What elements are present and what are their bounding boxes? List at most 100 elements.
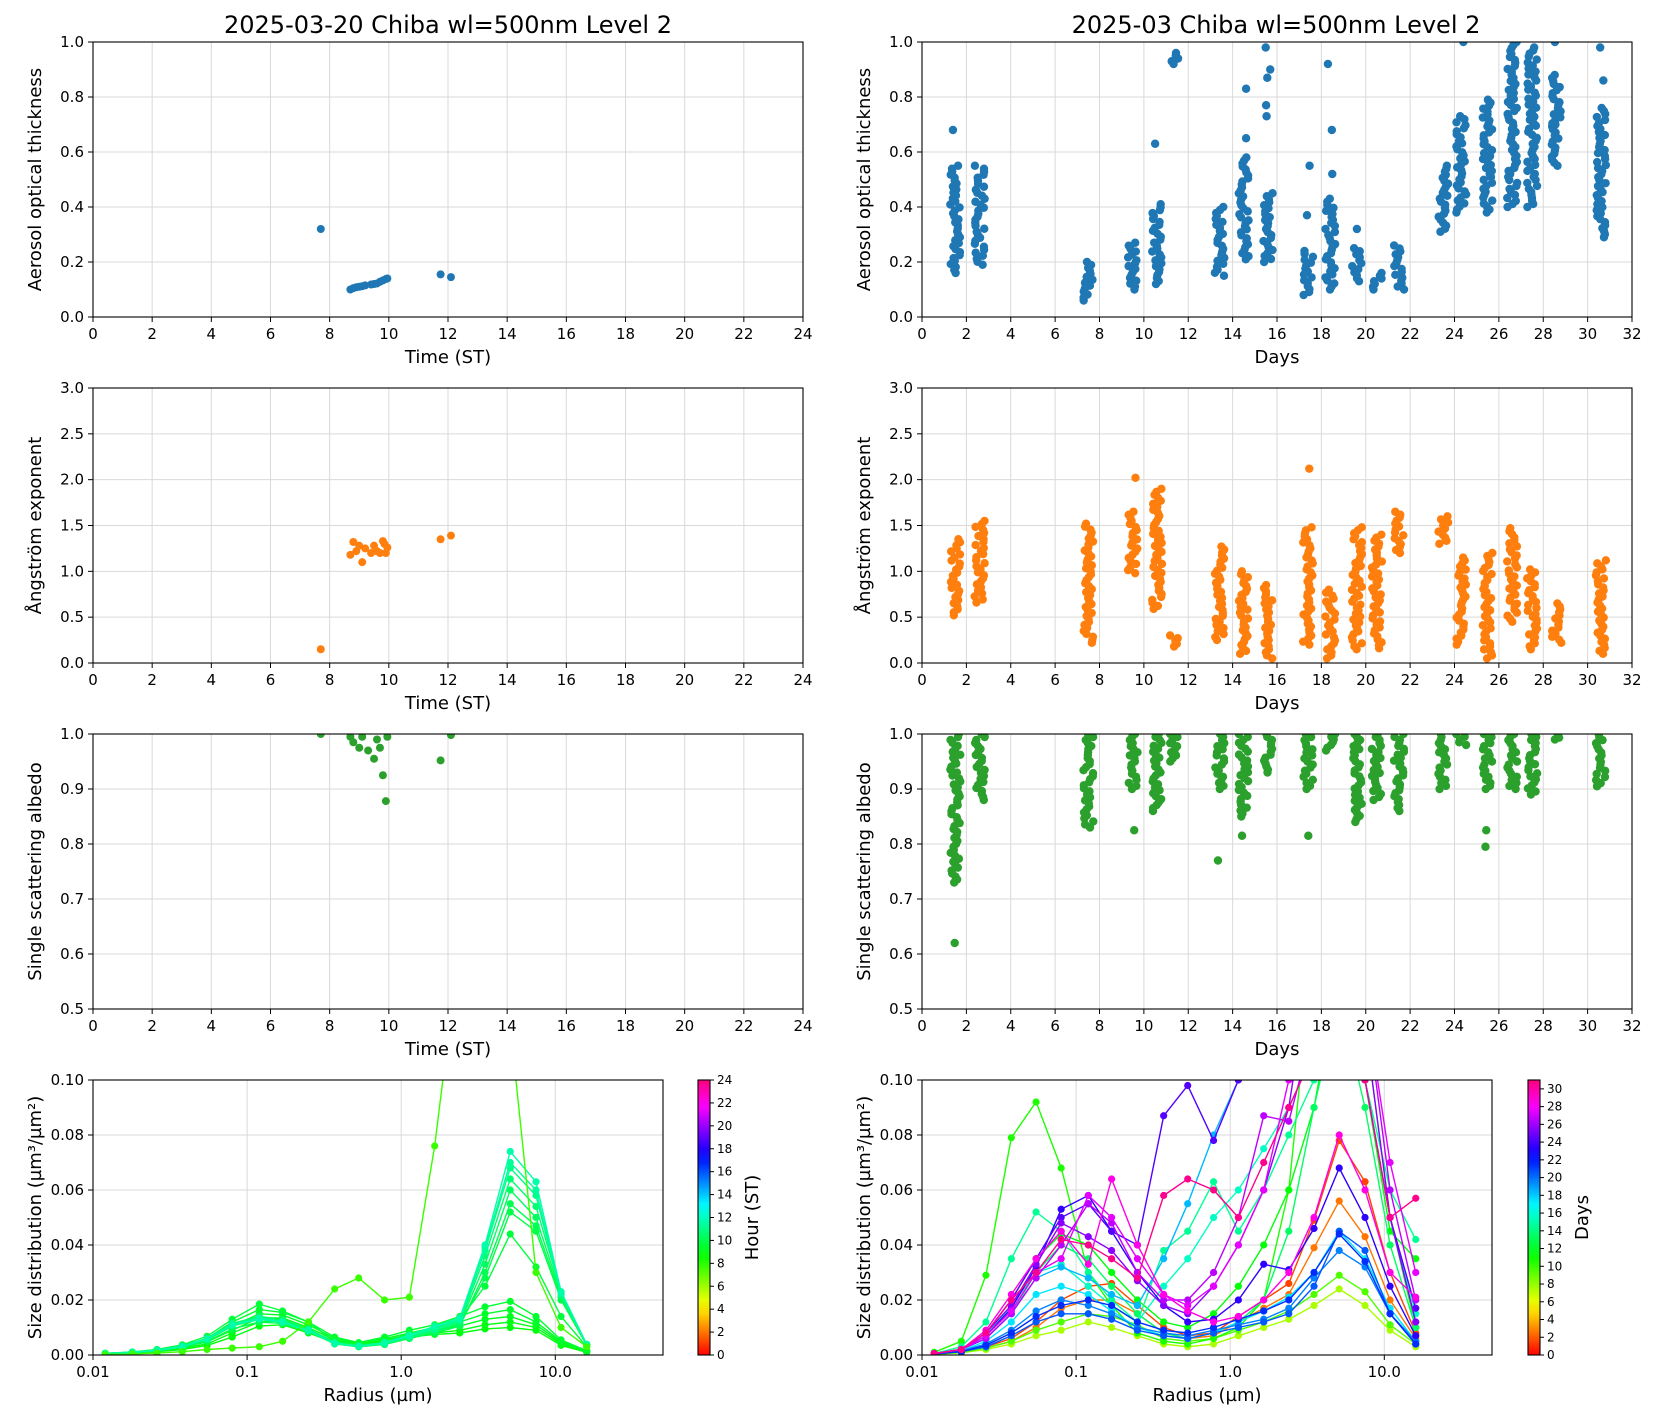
series-point xyxy=(279,1337,287,1345)
series-point xyxy=(1361,1186,1369,1194)
x-tick-label: 0 xyxy=(917,671,927,689)
series-point xyxy=(1209,1282,1218,1290)
series-point xyxy=(1057,1235,1065,1244)
series-line xyxy=(105,1232,588,1354)
series-point xyxy=(456,939,463,946)
series-point xyxy=(1234,1241,1242,1249)
data-point xyxy=(1357,639,1366,648)
data-point xyxy=(1237,812,1246,821)
y-tick-label: 0.10 xyxy=(51,1071,84,1089)
data-point xyxy=(1376,753,1385,763)
data-point xyxy=(1351,817,1360,827)
day-cluster xyxy=(1079,257,1097,305)
day-cluster xyxy=(1210,202,1229,280)
series-point xyxy=(1285,1279,1293,1288)
y-tick-label: 0.0 xyxy=(60,308,84,326)
data-point xyxy=(1241,134,1251,143)
series-line xyxy=(105,1210,588,1354)
data-point xyxy=(1601,178,1610,188)
data-point xyxy=(1601,556,1611,565)
series-point xyxy=(506,1297,514,1305)
data-point xyxy=(951,268,960,278)
series-point xyxy=(1234,1332,1242,1340)
y-tick-label: 0.6 xyxy=(60,945,84,963)
x-tick-label: 0.1 xyxy=(1064,1363,1088,1381)
data-point xyxy=(1299,270,1309,279)
y-tick-label: 0.4 xyxy=(889,198,913,216)
series-point xyxy=(1084,1233,1092,1241)
series-point xyxy=(1160,1326,1168,1334)
series-point xyxy=(481,1303,489,1311)
x-tick-label: 8 xyxy=(1095,1017,1105,1035)
data-point xyxy=(1241,84,1251,93)
series-point xyxy=(456,1314,464,1322)
x-tick-label: 6 xyxy=(266,1017,276,1035)
x-tick-label: 16 xyxy=(557,671,576,689)
series-point xyxy=(1133,1318,1142,1326)
data-point xyxy=(1530,760,1540,769)
data-point xyxy=(956,750,965,759)
day-cluster xyxy=(1452,42,1471,217)
data-point xyxy=(1123,253,1133,262)
series-point xyxy=(1184,1227,1192,1235)
data-point xyxy=(1443,191,1452,200)
x-tick-label: 0 xyxy=(88,671,98,689)
series-point xyxy=(1361,1213,1369,1222)
colorbar-tick-label: 10 xyxy=(1547,1259,1562,1273)
series-point xyxy=(1234,1312,1242,1321)
x-tick-label: 2 xyxy=(962,671,972,689)
x-tick-label: 30 xyxy=(1578,1017,1597,1035)
x-tick-label: 12 xyxy=(1179,1017,1198,1035)
x-axis-label: Days xyxy=(1255,1039,1300,1060)
chart-daily_ssa: 0 2 4 6 8 10 12 14 16 18 20 22 240.50.60.70.80.91.0T… xyxy=(25,725,813,1060)
size-series xyxy=(930,1080,1420,1355)
series-point xyxy=(1285,1315,1293,1323)
series-point xyxy=(1057,1263,1065,1271)
series-point xyxy=(1234,1227,1242,1235)
day-cluster xyxy=(1234,84,1253,264)
series-point xyxy=(203,1345,211,1354)
series-point xyxy=(1184,1323,1192,1332)
x-tick-label: 6 xyxy=(1050,1017,1060,1035)
data-point xyxy=(1219,271,1229,280)
data-point xyxy=(1531,121,1541,130)
series-point xyxy=(506,1200,514,1208)
data-point xyxy=(1321,588,1331,597)
data-point xyxy=(1512,563,1522,572)
series-line xyxy=(934,1080,1417,1355)
data-point xyxy=(1267,654,1277,663)
series-point xyxy=(1285,1310,1293,1318)
x-tick-label: 10 xyxy=(379,325,398,343)
series-point xyxy=(506,1323,514,1332)
series-point xyxy=(1160,1301,1168,1310)
day-cluster xyxy=(1478,548,1497,663)
data-point xyxy=(1088,734,1098,742)
series-point xyxy=(1184,1318,1192,1326)
series-point xyxy=(1260,1318,1268,1326)
data-point xyxy=(1150,139,1160,148)
day-cluster xyxy=(1211,734,1229,865)
x-tick-label: 18 xyxy=(616,671,635,689)
day-cluster xyxy=(1503,734,1522,794)
series-point xyxy=(1310,1103,1318,1112)
data-point xyxy=(1130,285,1139,294)
series-point xyxy=(1209,1268,1218,1277)
series-point xyxy=(1336,939,1343,946)
series-point xyxy=(1285,1103,1293,1112)
right-title: 2025-03 Chiba wl=500nm Level 2 xyxy=(1072,11,1481,39)
data-point xyxy=(980,194,989,203)
x-tick-label: 8 xyxy=(325,1017,335,1035)
colorbar-tick-label: 2 xyxy=(1547,1330,1555,1344)
data-point xyxy=(972,762,981,772)
size-series xyxy=(101,1230,591,1355)
series-point xyxy=(506,1175,514,1183)
series-point xyxy=(1184,1307,1192,1315)
x-tick-label: 0 xyxy=(88,325,98,343)
axes-frame xyxy=(921,41,1633,318)
series-point xyxy=(1057,1227,1065,1235)
data-point xyxy=(949,878,959,887)
series-line xyxy=(934,1080,1417,1355)
x-tick-label: 20 xyxy=(1356,671,1375,689)
colorbar-tick-label: 26 xyxy=(1547,1117,1562,1131)
